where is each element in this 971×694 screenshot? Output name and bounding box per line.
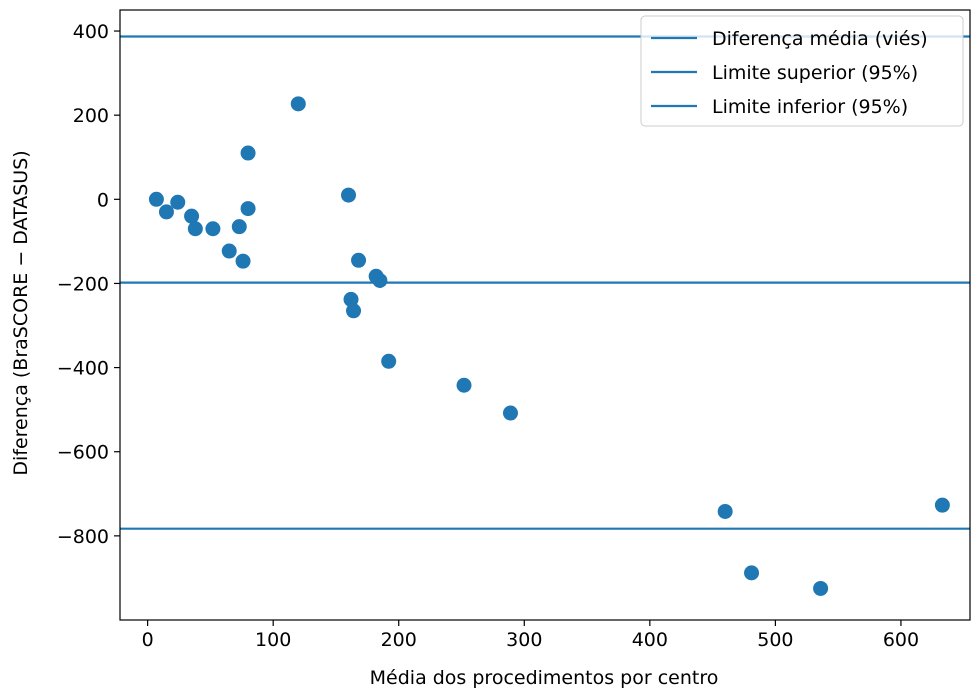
data-point — [934, 497, 950, 513]
plot-frame — [119, 9, 971, 621]
data-point — [372, 273, 388, 289]
y-axis-title: Diferença (BraSCORE − DATASUS) — [10, 150, 32, 475]
data-point — [346, 303, 362, 319]
data-point — [187, 221, 203, 237]
legend-box — [640, 15, 964, 127]
scatter-points — [148, 96, 950, 596]
data-point — [381, 353, 397, 369]
data-point — [231, 219, 247, 235]
y-tick-label: −400 — [57, 358, 109, 380]
data-point — [341, 187, 357, 203]
data-point — [456, 377, 472, 393]
data-point — [240, 145, 256, 161]
x-tick-label: 500 — [757, 629, 793, 651]
data-point — [240, 201, 256, 217]
x-tick-label: 100 — [255, 629, 291, 651]
data-point — [235, 253, 251, 269]
x-tick-label: 400 — [632, 629, 668, 651]
data-point — [717, 503, 733, 519]
data-point — [148, 191, 164, 207]
data-point — [290, 96, 306, 112]
data-point — [343, 291, 359, 307]
x-axis-title: Média dos procedimentos por centro — [370, 667, 719, 689]
legend-label-0: Diferença média (viés) — [712, 28, 928, 50]
y-tick-label: 400 — [73, 21, 109, 43]
x-tick-label: 0 — [142, 629, 154, 651]
data-point — [205, 221, 221, 237]
legend: Diferença média (viés) Limite superior (9… — [640, 15, 964, 127]
data-point — [170, 194, 186, 210]
data-point — [221, 243, 237, 259]
y-tick-label: −200 — [57, 273, 109, 295]
y-tick-label: 0 — [97, 189, 109, 211]
x-tick-label: 300 — [506, 629, 542, 651]
x-tick-label: 600 — [883, 629, 919, 651]
axes: 0 100 200 300 400 500 600 −800 −600 −400 −200 0 200 4… — [57, 9, 971, 651]
y-tick-label: −600 — [57, 442, 109, 464]
x-tick-label: 200 — [381, 629, 417, 651]
legend-label-1: Limite superior (95%) — [712, 62, 918, 84]
legend-label-2: Limite inferior (95%) — [712, 96, 908, 118]
y-tick-label: 200 — [73, 105, 109, 127]
y-tick-label: −800 — [57, 526, 109, 548]
data-point — [502, 405, 518, 421]
data-point — [813, 580, 829, 596]
data-point — [744, 565, 760, 581]
data-point — [158, 204, 174, 220]
data-point — [184, 208, 200, 224]
data-point — [351, 252, 367, 268]
